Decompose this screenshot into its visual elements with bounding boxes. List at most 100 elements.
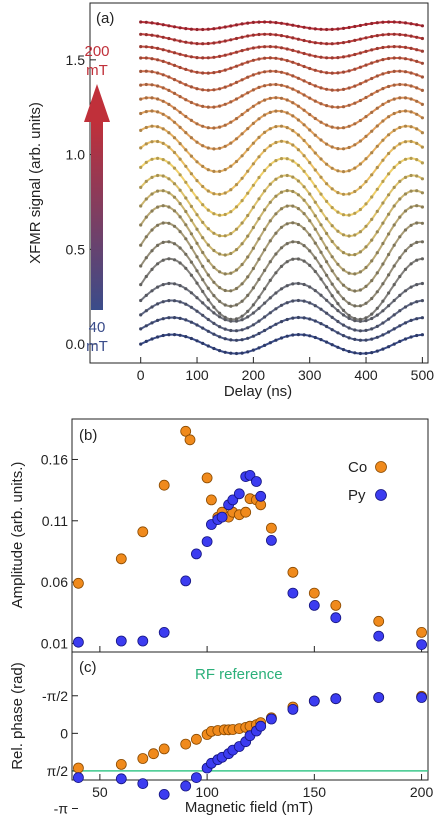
a-data-point bbox=[296, 133, 300, 137]
a-data-point bbox=[189, 69, 193, 73]
a-data-point bbox=[240, 78, 244, 82]
a-data-point bbox=[330, 105, 334, 109]
a-data-point bbox=[251, 20, 255, 24]
a-data-point bbox=[156, 243, 160, 247]
a-data-point bbox=[370, 61, 374, 65]
a-data-point bbox=[403, 305, 408, 309]
a-data-point bbox=[257, 135, 261, 139]
a-data-point bbox=[257, 155, 261, 159]
a-data-point bbox=[167, 191, 171, 195]
a-data-point bbox=[302, 169, 306, 173]
a-data-point bbox=[184, 287, 188, 291]
a-data-point bbox=[234, 248, 239, 252]
a-data-point bbox=[201, 164, 205, 168]
a-data-point bbox=[212, 321, 216, 325]
a-data-point bbox=[364, 316, 368, 320]
c-point-co bbox=[73, 762, 84, 774]
a-data-point bbox=[381, 241, 385, 246]
a-data-point bbox=[201, 104, 205, 108]
a-data-point bbox=[302, 25, 306, 29]
a-data-point bbox=[387, 317, 391, 321]
a-data-point bbox=[263, 315, 267, 319]
a-data-point bbox=[274, 252, 278, 256]
a-data-point bbox=[336, 88, 340, 92]
a-data-point bbox=[353, 143, 357, 147]
a-data-point bbox=[257, 331, 261, 336]
a-data-point bbox=[364, 79, 368, 83]
a-data-point bbox=[302, 333, 306, 337]
a-data-point bbox=[150, 57, 154, 61]
a-data-point bbox=[229, 210, 233, 214]
a-data-point bbox=[330, 206, 334, 210]
a-data-point bbox=[234, 319, 239, 323]
a-data-point bbox=[234, 137, 239, 141]
a-data-point bbox=[161, 300, 165, 304]
a-data-point bbox=[313, 289, 317, 293]
a-data-point bbox=[398, 309, 402, 313]
a-data-point bbox=[251, 141, 255, 145]
a-data-point bbox=[381, 158, 385, 162]
a-data-point bbox=[302, 38, 306, 43]
a-data-point bbox=[189, 305, 193, 309]
panel-a-ticks: 0 100 200 300 400 500 0.0 0.5 1.0 1.5 bbox=[66, 52, 435, 383]
a-data-point bbox=[246, 213, 250, 218]
a-data-point bbox=[229, 338, 233, 342]
a-data-point bbox=[240, 62, 244, 66]
a-data-point bbox=[234, 338, 239, 342]
a-data-point bbox=[167, 177, 171, 181]
a-data-point bbox=[358, 351, 362, 356]
a-data-point bbox=[370, 76, 374, 81]
a-data-point bbox=[409, 205, 413, 209]
a-data-point bbox=[319, 175, 323, 179]
a-data-point bbox=[161, 174, 165, 178]
a-data-point bbox=[381, 102, 385, 106]
a-data-point bbox=[201, 203, 205, 207]
a-data-point bbox=[370, 259, 374, 263]
a-data-point bbox=[302, 212, 306, 216]
a-data-point bbox=[398, 33, 402, 37]
a-data-point bbox=[257, 32, 261, 37]
a-data-point bbox=[268, 127, 272, 131]
a-data-point bbox=[308, 176, 312, 181]
a-data-point bbox=[330, 224, 334, 228]
a-data-point bbox=[156, 262, 160, 266]
b-point-co bbox=[287, 566, 299, 578]
a-data-point bbox=[263, 32, 267, 36]
a-data-point bbox=[184, 266, 188, 270]
a-data-point bbox=[274, 125, 278, 129]
panel-c-ticks: -π/2 0 π/2 -π 50 100 150 200 bbox=[42, 688, 433, 817]
a-data-point bbox=[392, 313, 396, 317]
a-data-point bbox=[313, 256, 317, 260]
a-data-point bbox=[167, 240, 171, 244]
a-data-point bbox=[341, 308, 346, 312]
a-data-point bbox=[144, 256, 148, 260]
a-data-point bbox=[420, 49, 424, 53]
a-data-point bbox=[398, 20, 402, 24]
a-data-point bbox=[240, 262, 244, 267]
a-data-point bbox=[375, 165, 379, 170]
a-data-point bbox=[313, 319, 317, 323]
b-ytick-label: 0.11 bbox=[42, 513, 68, 529]
a-data-point bbox=[420, 131, 424, 135]
a-data-point bbox=[325, 182, 329, 186]
panel-b-label: (b) bbox=[79, 427, 97, 444]
a-data-point bbox=[325, 260, 329, 264]
a-data-point bbox=[195, 227, 199, 231]
a-data-point bbox=[274, 21, 278, 25]
a-data-point bbox=[392, 264, 396, 268]
a-data-point bbox=[223, 350, 227, 354]
a-data-point bbox=[212, 192, 216, 196]
a-data-point bbox=[268, 182, 272, 186]
panel-b-ticks: 0.01 0.06 0.11 0.16 bbox=[41, 451, 423, 652]
a-data-point bbox=[415, 23, 419, 27]
a-data-point bbox=[370, 337, 374, 341]
a-data-point bbox=[387, 304, 391, 308]
a-data-point bbox=[308, 81, 312, 86]
a-data-point bbox=[409, 84, 413, 88]
a-data-point bbox=[325, 71, 329, 75]
a-data-point bbox=[358, 288, 362, 292]
a-data-point bbox=[392, 128, 396, 132]
a-data-point bbox=[139, 97, 143, 101]
a-data-point bbox=[279, 336, 284, 340]
a-data-point bbox=[257, 117, 261, 121]
